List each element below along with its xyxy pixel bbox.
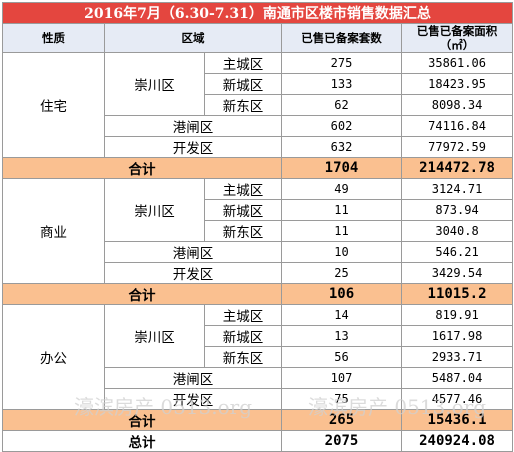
table-row: 办公 崇川区 主城区 14 819.91: [2, 304, 514, 410]
table-row: 商业 崇川区 主城区 49 3124.71: [2, 178, 514, 284]
subtotal-area: 11015.2: [400, 283, 514, 305]
property-type-cell: 住宅: [2, 52, 105, 158]
subtotal-units: 265: [281, 409, 402, 431]
area-cell: 77972.59: [400, 136, 514, 158]
sub-zone-cell: 新城区: [204, 325, 282, 347]
table-row: 新东区 62 8098.34: [3, 94, 514, 116]
area-cell: 819.91: [400, 304, 514, 326]
units-cell: 107: [281, 367, 402, 389]
zone-cell: 港闸区: [104, 367, 282, 389]
units-cell: 56: [281, 346, 402, 368]
total-label: 总计: [2, 430, 282, 452]
property-type-cell: 商业: [2, 178, 105, 284]
table-row: 开发区 632 77972.59: [3, 136, 514, 158]
area-cell: 3040.8: [400, 220, 514, 242]
zone-cell: 港闸区: [104, 241, 282, 263]
subtotal-units: 1704: [281, 157, 402, 179]
units-cell: 10: [281, 241, 402, 263]
header-units: 已售已备案套数: [281, 23, 402, 53]
zone-cell: 开发区: [104, 388, 282, 410]
subtotal-row: 合计 106 11015.2: [2, 283, 514, 305]
subtotal-label: 合计: [2, 283, 282, 305]
sub-zone-cell: 新东区: [204, 94, 282, 116]
units-cell: 25: [281, 262, 402, 284]
header-area-unit: （㎡）: [439, 38, 475, 52]
subtotal-area: 214472.78: [400, 157, 514, 179]
zone-cell: 开发区: [104, 262, 282, 284]
units-cell: 632: [281, 136, 402, 158]
units-cell: 14: [281, 304, 402, 326]
units-cell: 11: [281, 220, 402, 242]
area-cell: 3124.71: [400, 178, 514, 200]
table-row: 新城区 11 873.94: [3, 199, 514, 221]
units-cell: 133: [281, 73, 402, 95]
table-row: 住宅 崇川区 主城区 275 35861.06: [2, 52, 514, 158]
subtotal-units: 106: [281, 283, 402, 305]
sub-zone-cell: 新城区: [204, 73, 282, 95]
total-row: 总计 2075 240924.08: [2, 430, 514, 452]
area-cell: 18423.95: [400, 73, 514, 95]
table-row: 开发区 75 4577.46: [3, 388, 514, 410]
subtotal-row: 合计 265 15436.1: [2, 409, 514, 431]
header-area: 已售已备案面积 （㎡）: [400, 23, 514, 53]
header-row: 性质 区域 已售已备案套数 已售已备案面积 （㎡）: [2, 23, 514, 53]
units-cell: 275: [281, 52, 402, 74]
units-cell: 13: [281, 325, 402, 347]
units-cell: 49: [281, 178, 402, 200]
subtotal-label: 合计: [2, 157, 282, 179]
units-cell: 11: [281, 199, 402, 221]
area-cell: 873.94: [400, 199, 514, 221]
header-area-label: 已售已备案面积: [416, 24, 498, 39]
zone-cell: 港闸区: [104, 115, 282, 137]
sub-zone-cell: 主城区: [204, 52, 282, 74]
total-area: 240924.08: [400, 430, 514, 452]
zone-cell: 开发区: [104, 136, 282, 158]
sub-zone-cell: 新城区: [204, 199, 282, 221]
area-cell: 74116.84: [400, 115, 514, 137]
sub-zone-cell: 新东区: [204, 346, 282, 368]
district-cell: 崇川区: [104, 304, 205, 368]
subtotal-row: 合计 1704 214472.78: [2, 157, 514, 179]
area-cell: 35861.06: [400, 52, 514, 74]
sub-zone-cell: 主城区: [204, 178, 282, 200]
area-cell: 4577.46: [400, 388, 514, 410]
units-cell: 62: [281, 94, 402, 116]
area-cell: 546.21: [400, 241, 514, 263]
table-row: 新东区 11 3040.8: [3, 220, 514, 242]
header-zone: 区域: [104, 23, 282, 53]
header-property-type: 性质: [2, 23, 105, 53]
sheet-title: 2016年7月（6.30-7.31）南通市区楼市销售数据汇总: [1, 2, 514, 24]
table-row: 港闸区 10 546.21: [3, 241, 514, 263]
units-cell: 602: [281, 115, 402, 137]
sub-zone-cell: 新东区: [204, 220, 282, 242]
subtotal-label: 合计: [2, 409, 282, 431]
district-cell: 崇川区: [104, 52, 205, 116]
units-cell: 75: [281, 388, 402, 410]
area-cell: 2933.71: [400, 346, 514, 368]
area-cell: 8098.34: [400, 94, 514, 116]
subtotal-area: 15436.1: [400, 409, 514, 431]
sub-zone-cell: 主城区: [204, 304, 282, 326]
total-units: 2075: [281, 430, 402, 452]
table-row: 新城区 13 1617.98: [3, 325, 514, 347]
area-cell: 3429.54: [400, 262, 514, 284]
table-row: 开发区 25 3429.54: [3, 262, 514, 284]
area-cell: 5487.04: [400, 367, 514, 389]
title-row: 2016年7月（6.30-7.31）南通市区楼市销售数据汇总: [1, 2, 514, 24]
property-type-cell: 办公: [2, 304, 105, 410]
district-cell: 崇川区: [104, 178, 205, 242]
area-cell: 1617.98: [400, 325, 514, 347]
